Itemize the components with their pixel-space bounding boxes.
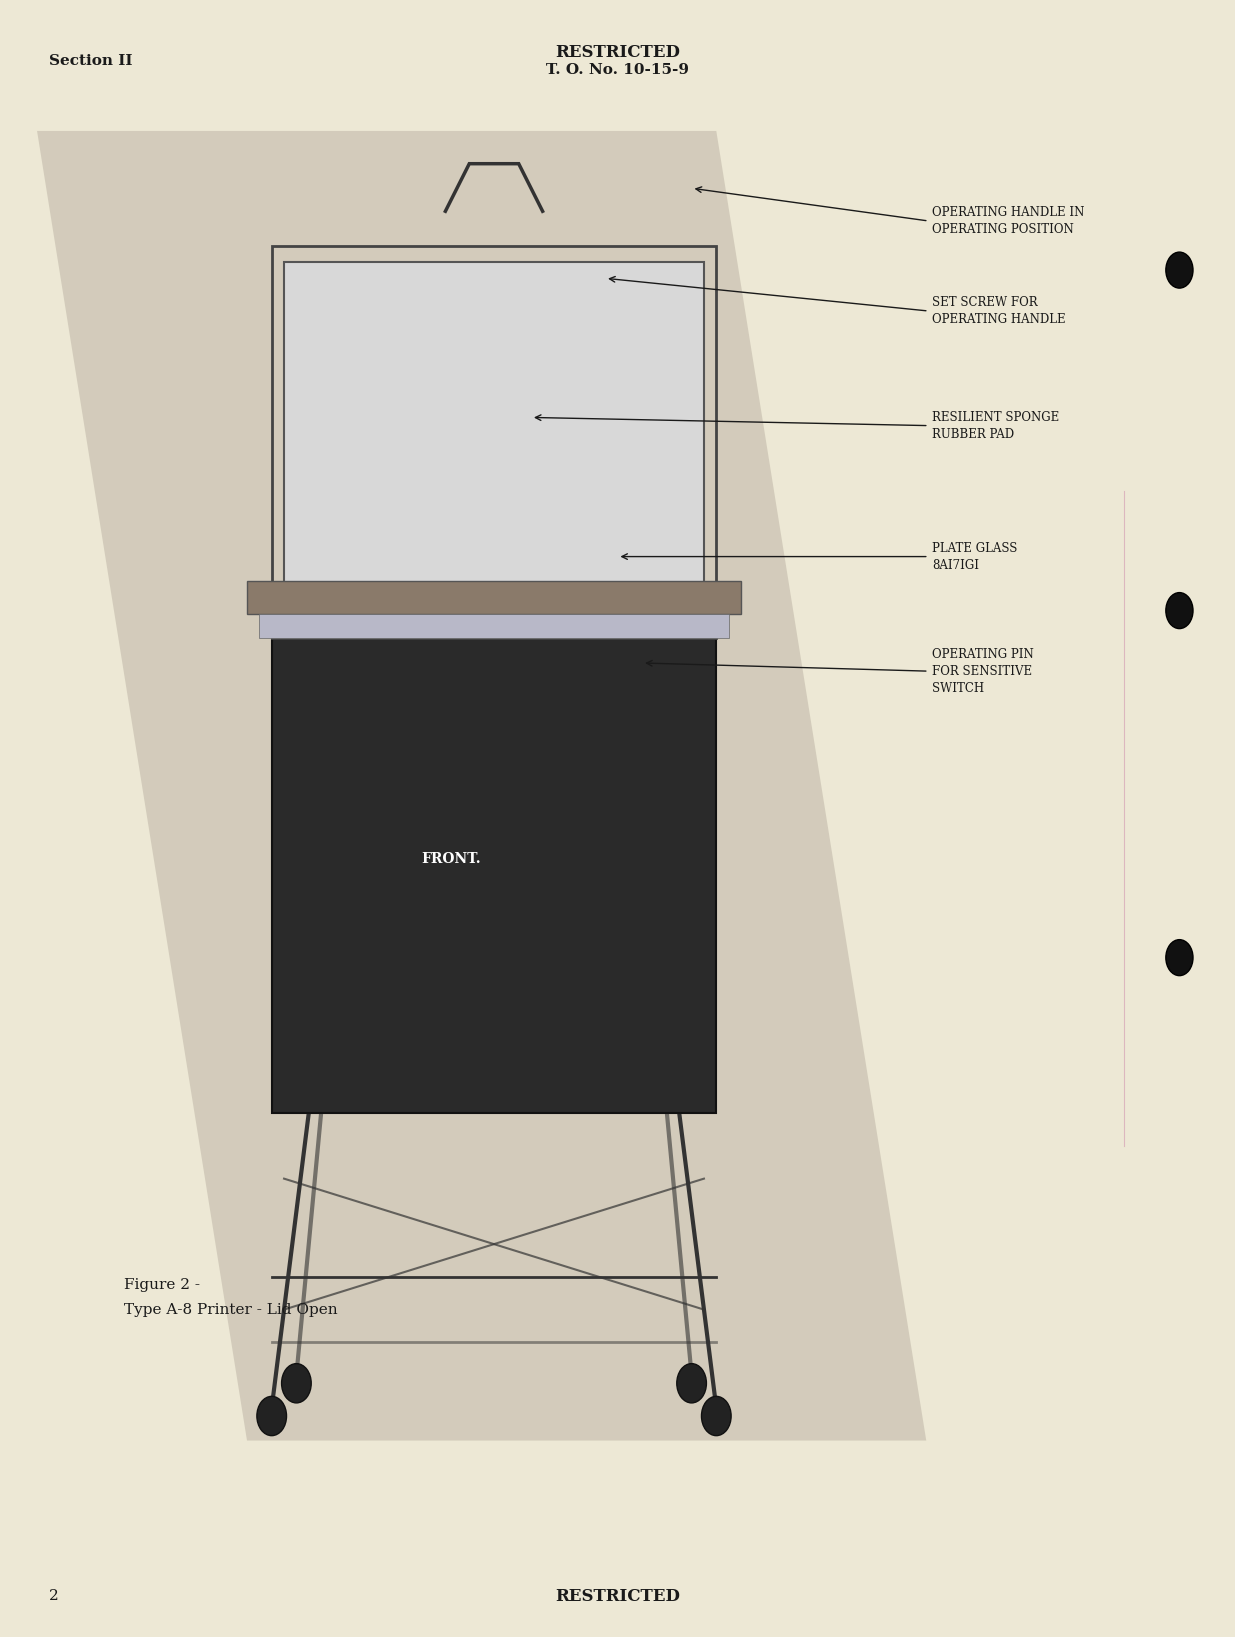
Circle shape xyxy=(1166,593,1193,629)
Text: RESILIENT SPONGE
RUBBER PAD: RESILIENT SPONGE RUBBER PAD xyxy=(932,411,1060,440)
Text: OPERATING HANDLE IN
OPERATING POSITION: OPERATING HANDLE IN OPERATING POSITION xyxy=(932,206,1084,236)
Text: T. O. No. 10-15-9: T. O. No. 10-15-9 xyxy=(546,64,689,77)
Text: Figure 2 -: Figure 2 - xyxy=(124,1278,200,1292)
Circle shape xyxy=(1166,252,1193,288)
Circle shape xyxy=(257,1396,287,1436)
Text: PLATE GLASS
8AI7IGI: PLATE GLASS 8AI7IGI xyxy=(932,542,1018,571)
Circle shape xyxy=(282,1364,311,1403)
Polygon shape xyxy=(284,262,704,622)
Text: SET SCREW FOR
OPERATING HANDLE: SET SCREW FOR OPERATING HANDLE xyxy=(932,296,1066,326)
Text: OPERATING PIN
FOR SENSITIVE
SWITCH: OPERATING PIN FOR SENSITIVE SWITCH xyxy=(932,648,1034,694)
Circle shape xyxy=(1166,940,1193,976)
Text: RESTRICTED: RESTRICTED xyxy=(555,44,680,61)
Polygon shape xyxy=(259,614,729,638)
Circle shape xyxy=(677,1364,706,1403)
Text: RESTRICTED: RESTRICTED xyxy=(555,1588,680,1604)
Polygon shape xyxy=(37,131,926,1441)
Text: FRONT.: FRONT. xyxy=(421,853,480,866)
Polygon shape xyxy=(272,622,716,1113)
Text: Type A-8 Printer - Lid Open: Type A-8 Printer - Lid Open xyxy=(124,1303,337,1316)
Text: Section II: Section II xyxy=(49,54,133,67)
Circle shape xyxy=(701,1396,731,1436)
Text: 2: 2 xyxy=(49,1590,59,1603)
Polygon shape xyxy=(247,581,741,614)
